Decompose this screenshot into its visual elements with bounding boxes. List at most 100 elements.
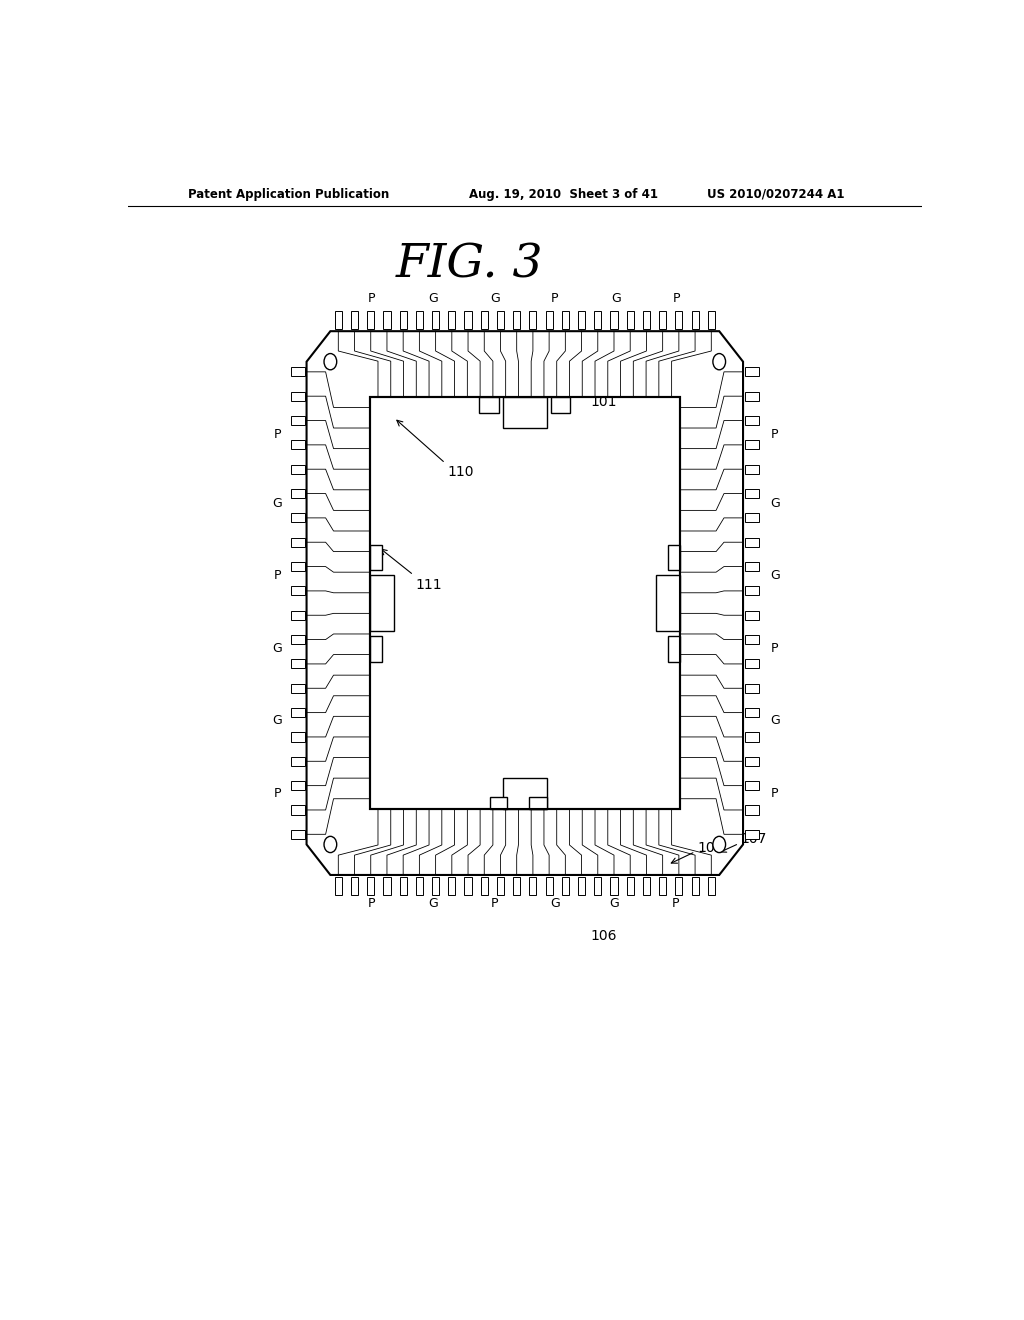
Text: G: G <box>272 498 282 511</box>
Bar <box>291 684 305 693</box>
Bar <box>744 586 759 595</box>
Bar <box>480 876 487 895</box>
Bar <box>291 586 305 595</box>
Bar <box>489 797 507 809</box>
Text: FIG. 3: FIG. 3 <box>395 243 543 288</box>
Bar <box>744 708 759 717</box>
Bar <box>432 312 439 329</box>
Bar <box>291 781 305 791</box>
Bar <box>335 876 342 895</box>
Bar <box>744 830 759 840</box>
Bar <box>351 876 358 895</box>
Bar <box>675 312 682 329</box>
Bar <box>449 312 456 329</box>
Bar <box>291 441 305 449</box>
Bar <box>370 397 680 809</box>
Bar <box>416 312 423 329</box>
Text: G: G <box>489 292 500 305</box>
Bar <box>291 416 305 425</box>
Text: 105: 105 <box>697 841 723 854</box>
Bar <box>578 312 585 329</box>
Bar <box>744 733 759 742</box>
Bar <box>578 876 585 895</box>
Bar <box>562 876 569 895</box>
Bar <box>668 636 680 661</box>
Bar <box>744 513 759 523</box>
Bar <box>744 781 759 791</box>
Bar <box>691 876 698 895</box>
Text: G: G <box>272 714 282 727</box>
Bar <box>659 876 667 895</box>
Bar <box>291 488 305 498</box>
Text: P: P <box>672 896 679 909</box>
Text: G: G <box>770 714 779 727</box>
Text: 101: 101 <box>591 395 617 409</box>
Text: 110: 110 <box>447 466 474 479</box>
Text: P: P <box>490 896 499 909</box>
Bar <box>529 876 537 895</box>
Bar <box>291 537 305 546</box>
Bar <box>370 545 382 570</box>
Bar <box>416 876 423 895</box>
Circle shape <box>713 837 726 853</box>
Bar <box>465 312 472 329</box>
Text: 111: 111 <box>416 578 442 593</box>
Text: G: G <box>609 896 620 909</box>
Text: G: G <box>611 292 621 305</box>
Text: G: G <box>770 569 779 582</box>
Bar <box>744 635 759 644</box>
Bar <box>480 312 487 329</box>
Bar <box>744 660 759 668</box>
Bar <box>291 733 305 742</box>
Bar <box>610 312 617 329</box>
Bar <box>744 392 759 401</box>
Bar <box>368 312 375 329</box>
Bar <box>655 576 680 631</box>
Bar <box>627 876 634 895</box>
Text: US 2010/0207244 A1: US 2010/0207244 A1 <box>708 187 845 201</box>
Bar <box>503 779 547 809</box>
Bar <box>744 611 759 620</box>
Bar <box>479 397 499 412</box>
Bar <box>594 876 601 895</box>
Bar <box>513 312 520 329</box>
Text: Patent Application Publication: Patent Application Publication <box>187 187 389 201</box>
Text: 106: 106 <box>591 929 617 942</box>
Text: P: P <box>771 642 778 655</box>
Bar <box>383 876 390 895</box>
Bar <box>368 876 375 895</box>
Text: G: G <box>770 498 779 511</box>
Text: G: G <box>429 896 438 909</box>
Text: P: P <box>551 292 559 305</box>
Bar <box>744 562 759 572</box>
Bar <box>744 488 759 498</box>
Bar <box>744 465 759 474</box>
Bar <box>291 830 305 840</box>
Bar <box>744 805 759 814</box>
Bar <box>744 367 759 376</box>
Bar <box>399 312 407 329</box>
Bar <box>370 397 680 809</box>
Bar <box>351 312 358 329</box>
Bar <box>291 392 305 401</box>
Bar <box>291 635 305 644</box>
Bar <box>744 441 759 449</box>
Bar <box>497 876 504 895</box>
Bar <box>383 312 390 329</box>
Text: P: P <box>273 569 281 582</box>
Bar <box>291 367 305 376</box>
Text: P: P <box>771 429 778 441</box>
Text: G: G <box>429 292 438 305</box>
Bar <box>643 876 650 895</box>
Text: P: P <box>368 292 376 305</box>
Bar <box>708 312 715 329</box>
Bar <box>291 562 305 572</box>
Bar <box>291 805 305 814</box>
Text: G: G <box>272 642 282 655</box>
Text: Aug. 19, 2010  Sheet 3 of 41: Aug. 19, 2010 Sheet 3 of 41 <box>469 187 658 201</box>
Text: P: P <box>673 292 680 305</box>
Bar <box>691 312 698 329</box>
Bar <box>291 513 305 523</box>
Bar <box>546 312 553 329</box>
Circle shape <box>713 354 726 370</box>
